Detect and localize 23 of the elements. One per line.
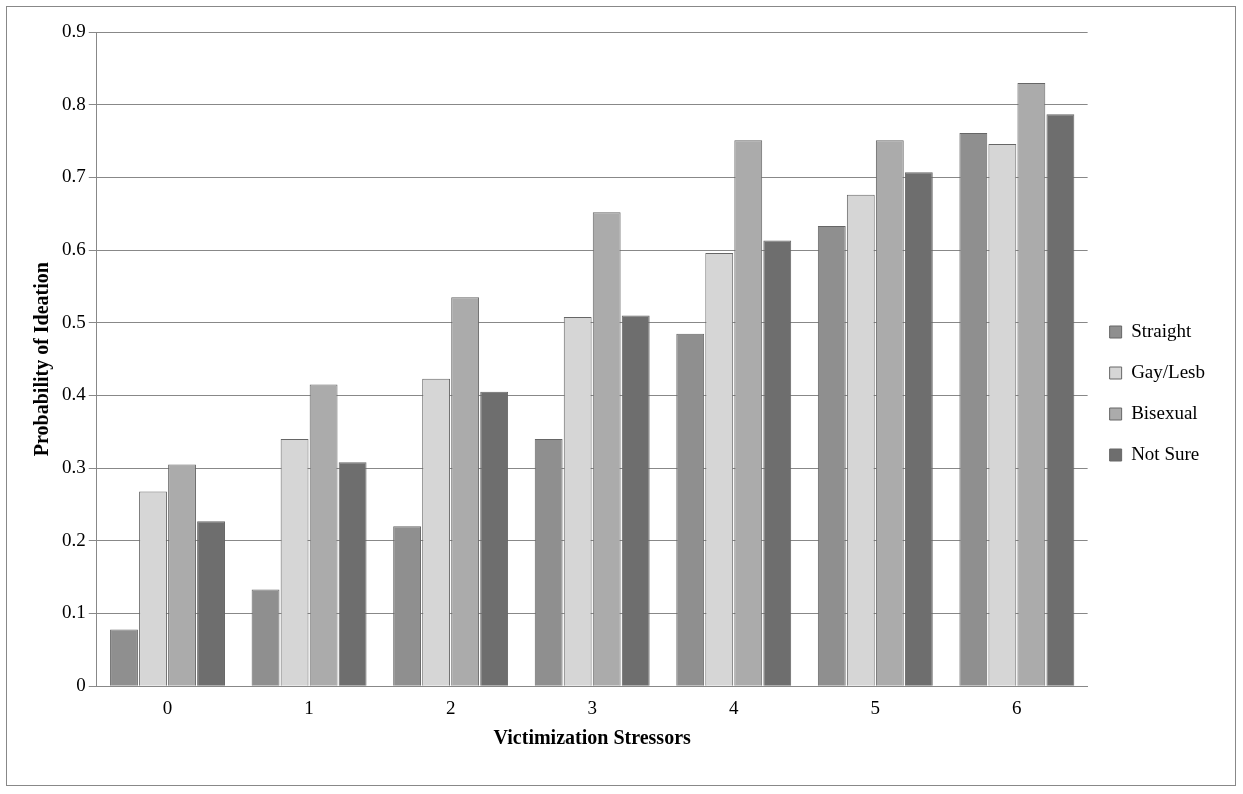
y-tick-label: 0 bbox=[76, 674, 86, 696]
y-tick-label: 0.4 bbox=[62, 383, 87, 405]
x-tick-label: 2 bbox=[445, 696, 456, 718]
legend-label: Bisexual bbox=[1131, 401, 1198, 423]
x-tick-label: 6 bbox=[1012, 696, 1022, 718]
y-axis-title: Probability of Ideation bbox=[30, 262, 54, 457]
y-tick-label: 0.6 bbox=[62, 238, 86, 260]
y-tick-label: 0.8 bbox=[62, 92, 86, 114]
y-tick-label: 0.3 bbox=[62, 456, 86, 478]
x-tick-label: 0 bbox=[162, 696, 173, 718]
x-tick-label: 4 bbox=[729, 696, 739, 718]
x-tick-label: 5 bbox=[870, 696, 881, 718]
legend-label: Straight bbox=[1131, 319, 1193, 341]
y-tick-label: 0.9 bbox=[62, 19, 86, 41]
x-tick-label: 3 bbox=[587, 696, 597, 718]
x-axis-title: Victimization Stressors bbox=[493, 726, 691, 749]
legend-label: Not Sure bbox=[1131, 442, 1200, 464]
y-tick-label: 0.7 bbox=[62, 165, 86, 187]
y-tick-label: 0.2 bbox=[62, 528, 86, 550]
legend-label: Gay/Lesb bbox=[1131, 360, 1206, 382]
y-tick-label: 0.1 bbox=[62, 601, 86, 623]
y-tick-label: 0.5 bbox=[62, 310, 86, 332]
x-tick-label: 1 bbox=[304, 696, 314, 718]
